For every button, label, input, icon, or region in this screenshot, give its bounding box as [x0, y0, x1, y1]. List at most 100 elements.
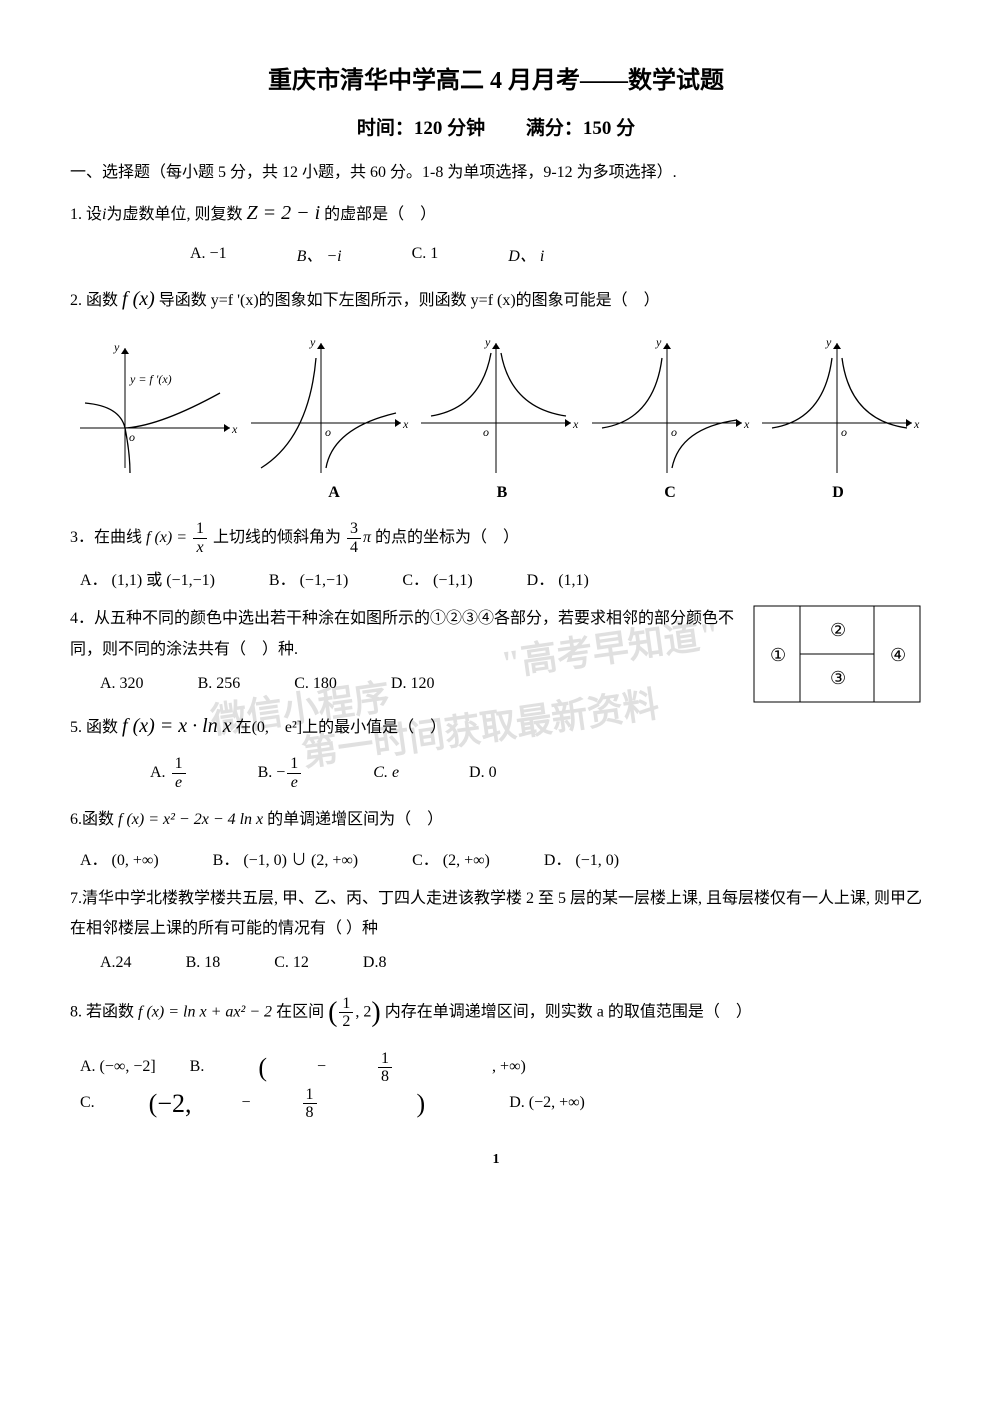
svg-text:②: ②	[830, 620, 846, 640]
q1-mid1: 为虚数单位, 则复数	[106, 206, 242, 223]
svg-text:o: o	[483, 425, 489, 439]
q2-option-b-graph: x y o	[411, 328, 581, 478]
q5-options: A. 1e B. −1e C. e D. 0	[150, 755, 922, 791]
q8-rparen: )	[371, 997, 380, 1028]
svg-text:o: o	[325, 425, 331, 439]
svg-text:y: y	[655, 335, 662, 349]
q8-expr: f (x) = ln x + ax² − 2	[138, 1004, 272, 1021]
q2-fx: f (x)	[122, 288, 155, 310]
svg-text:④: ④	[890, 645, 906, 665]
question-3: 3．在曲线 f (x) = 1x 上切线的倾斜角为 34π 的点的坐标为（ ）	[70, 520, 922, 556]
q6-opt-b: B． (−1, 0) ∪ (2, +∞)	[213, 846, 358, 870]
svg-text:③: ③	[830, 668, 846, 688]
question-2: 2. 函数 f (x) 导函数 y=f '(x)的图象如下左图所示，则函数 y=…	[70, 280, 922, 318]
q3-prefix: 3．在曲线	[70, 529, 142, 546]
svg-text:x: x	[913, 417, 920, 431]
question-8: 8. 若函数 f (x) = ln x + ax² − 2 在区间 (12, 2…	[70, 986, 922, 1039]
q2-graphs: x y o y = f '(x) x y o x y o	[70, 328, 922, 478]
q8-opt-b: B. (−18, +∞)	[190, 1050, 576, 1086]
q4-opt-c: C. 180	[294, 675, 337, 693]
svg-text:o: o	[841, 425, 847, 439]
q2-label-c: C	[586, 484, 754, 502]
svg-text:y: y	[309, 335, 316, 349]
time-label: 时间：120 分钟	[357, 118, 485, 139]
q4-figure: ① ② ③ ④	[752, 604, 922, 704]
svg-text:y = f '(x): y = f '(x)	[129, 372, 172, 386]
q8-mid2: 内存在单调递增区间，则实数 a 的取值范围是（ ）	[381, 1004, 752, 1021]
q3-opt-c: C． (−1,1)	[402, 566, 472, 590]
q6-opt-d: D． (−1, 0)	[544, 846, 619, 870]
q5-mid: 在(0, e²]上的最小值是（ ）	[236, 719, 447, 736]
page-number: 1	[70, 1152, 922, 1168]
q8-comma: , 2	[355, 1004, 371, 1021]
q5-opt-b: B. −1e	[258, 755, 304, 791]
q7-opt-d: D.8	[363, 954, 387, 972]
q6-opt-a: A． (0, +∞)	[80, 846, 159, 870]
svg-text:o: o	[671, 425, 677, 439]
q1-opt-b: B、 −i	[297, 242, 342, 266]
q7-opt-a: A.24	[100, 954, 132, 972]
q5-expr: f (x) = x · ln x	[122, 715, 232, 737]
q6-prefix: 6.函数	[70, 811, 118, 828]
q3-pi: π	[363, 529, 371, 546]
question-7: 7.清华中学北楼教学楼共五层, 甲、乙、丙、丁四人走进该教学楼 2 至 5 层的…	[70, 884, 922, 945]
svg-text:①: ①	[770, 645, 786, 665]
q1-prefix: 1. 设	[70, 206, 102, 223]
q3-opt-d: D． (1,1)	[527, 566, 589, 590]
q8-intfrac: 12	[339, 995, 353, 1031]
question-4-wrap: ① ② ③ ④ 4．从五种不同的颜色中选出若干种涂在如图所示的①②③④各部分，若…	[70, 604, 922, 707]
section-1-header: 一、选择题（每小题 5 分，共 12 小题，共 60 分。1-8 为单项选择，9…	[70, 158, 922, 182]
q2-option-d-graph: x y o	[752, 328, 922, 478]
svg-text:y: y	[825, 335, 832, 349]
q1-z-expr: Z = 2 − i	[246, 202, 320, 224]
q3-mid2: 的点的坐标为（ ）	[375, 529, 519, 546]
fullmark-label: 满分：150 分	[526, 118, 635, 139]
q8-opt-c: C. (−2, −18)	[80, 1086, 475, 1122]
q4-opt-a: A. 320	[100, 675, 144, 693]
q8-lparen: (	[328, 997, 337, 1028]
q5-opt-a: A. 1e	[150, 755, 188, 791]
q2-graph-labels: A B C D	[250, 484, 922, 502]
q3-fx: f (x) =	[146, 529, 191, 546]
q8-mid1: 在区间	[272, 1004, 328, 1021]
q6-options: A． (0, +∞) B． (−1, 0) ∪ (2, +∞) C． (2, +…	[80, 846, 922, 870]
svg-text:o: o	[129, 430, 135, 444]
q1-options: A. −1 B、 −i C. 1 D、 i	[190, 242, 922, 266]
svg-text:y: y	[484, 335, 491, 349]
q5-prefix: 5. 函数	[70, 719, 118, 736]
q2-mid1: 导函数 y=f '(x)的图象如下左图所示，则函数 y=f (x)的图象可能是（…	[159, 292, 660, 309]
q2-label-b: B	[418, 484, 586, 502]
q3-opt-a: A． (1,1) 或 (−1,−1)	[80, 566, 215, 590]
svg-text:x: x	[572, 417, 579, 431]
svg-text:x: x	[231, 422, 238, 436]
q7-opt-b: B. 18	[186, 954, 221, 972]
q6-mid: 的单调递增区间为（ ）	[263, 811, 443, 828]
q1-opt-d: D、 i	[508, 242, 544, 266]
q3-frac1: 1x	[193, 520, 207, 556]
q4-opt-d: D. 120	[391, 675, 435, 693]
q2-label-a: A	[250, 484, 418, 502]
svg-text:x: x	[402, 417, 409, 431]
fprime-graph-icon: x y o y = f '(x)	[70, 328, 240, 478]
q8-options: A. (−∞, −2] B. (−18, +∞) C. (−2, −18) D.…	[80, 1050, 922, 1122]
q7-options: A.24 B. 18 C. 12 D.8	[100, 954, 922, 972]
q2-option-c-graph: x y o	[582, 328, 752, 478]
q1-opt-c: C. 1	[412, 245, 439, 263]
question-1: 1. 设i为虚数单位, 则复数 Z = 2 − i 的虚部是（ ）	[70, 194, 922, 232]
svg-text:x: x	[743, 417, 750, 431]
question-5: 5. 函数 f (x) = x · ln x 在(0, e²]上的最小值是（ ）	[70, 707, 922, 745]
q1-mid2: 的虚部是（ ）	[324, 206, 436, 223]
q3-mid1: 上切线的倾斜角为	[213, 529, 345, 546]
q7-opt-c: C. 12	[274, 954, 309, 972]
q6-expr: f (x) = x² − 2x − 4 ln x	[118, 811, 263, 828]
q3-frac2: 34	[347, 520, 361, 556]
q5-opt-d: D. 0	[469, 764, 497, 782]
q2-option-a-graph: x y o	[241, 328, 411, 478]
exam-title: 重庆市清华中学高二 4 月月考——数学试题	[70, 60, 922, 95]
q3-opt-b: B． (−1,−1)	[269, 566, 348, 590]
svg-text:y: y	[113, 340, 120, 354]
q8-prefix: 8. 若函数	[70, 1004, 138, 1021]
question-6: 6.函数 f (x) = x² − 2x − 4 ln x 的单调递增区间为（ …	[70, 805, 922, 835]
q6-opt-c: C． (2, +∞)	[412, 846, 490, 870]
q5-opt-c: C. e	[373, 764, 399, 782]
